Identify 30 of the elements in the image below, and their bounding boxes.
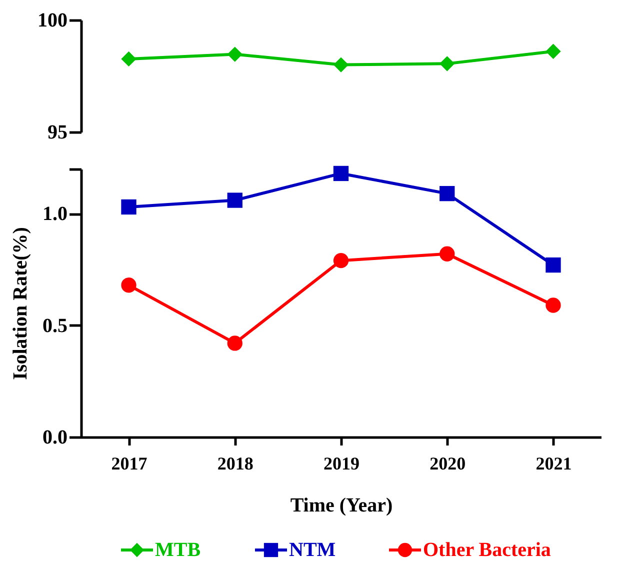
point [121,199,136,215]
point [440,246,455,262]
legend-label: Other Bacteria [423,539,551,561]
point [333,57,349,72]
point [227,336,242,351]
point [546,44,561,59]
y-tick-label: 0.5 [42,314,68,337]
y-tick-label: 1.0 [42,203,68,226]
y-tick-label: 100 [38,10,68,32]
point [440,186,455,202]
legend-label: MTB [155,539,201,561]
point [333,253,349,268]
point [227,192,242,208]
y-tick-label: 95 [48,122,68,144]
x-tick-label: 2019 [324,454,360,474]
x-axis-title: Time (Year) [290,494,393,516]
x-tick-label: 2020 [430,454,466,474]
point [227,46,242,62]
point [333,166,349,182]
point [546,298,561,313]
point [546,257,561,273]
point [121,278,136,293]
x-tick-label: 2018 [217,454,254,474]
x-tick-label: 2021 [536,454,572,474]
y-tick-label: 0.0 [42,426,68,448]
point [121,51,136,67]
y-axis-title: Isolation Rate(%) [10,227,32,380]
legend-label: NTM [289,539,336,561]
x-tick-label: 2017 [111,454,148,474]
point [440,56,455,72]
